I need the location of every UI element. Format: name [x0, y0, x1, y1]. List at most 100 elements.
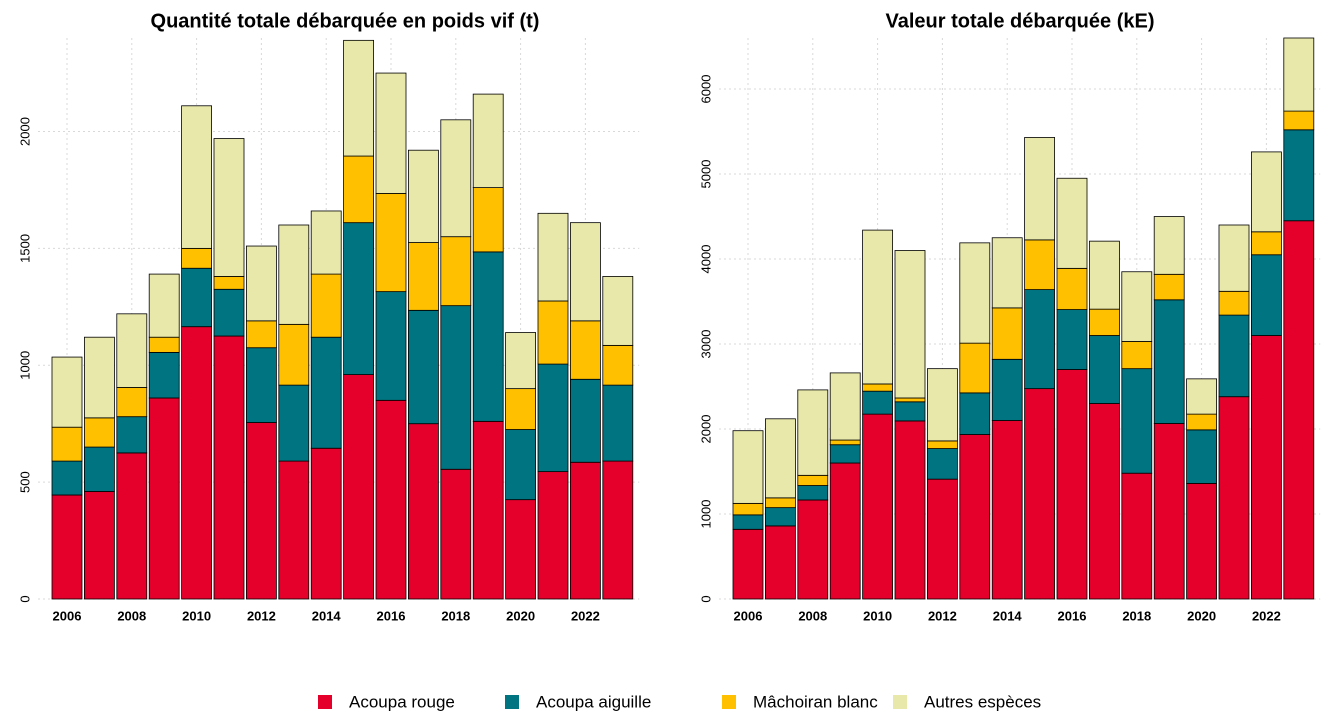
bar-segment — [829, 372, 861, 441]
bar-segment — [765, 418, 796, 499]
bar-segment — [1186, 429, 1217, 484]
bar-segment — [829, 444, 861, 464]
legend-swatch — [318, 695, 332, 709]
bar-segment — [959, 242, 991, 344]
bar-segment — [1121, 271, 1153, 342]
bar-segment — [1056, 267, 1088, 310]
bar-segment — [927, 478, 958, 600]
bar-segment — [797, 499, 829, 600]
bar-segment — [1218, 290, 1250, 316]
bar-segment — [1153, 299, 1185, 424]
y-tick-label: 0 — [17, 595, 32, 602]
bar-segment — [278, 323, 310, 386]
bar-segment — [570, 378, 601, 463]
bar-segment — [959, 392, 991, 435]
bar-segment — [181, 267, 213, 328]
bar-segment — [278, 460, 310, 600]
x-tick-label: 2014 — [993, 608, 1023, 623]
bar-segment — [310, 336, 342, 449]
bar-segment — [1186, 378, 1217, 415]
y-tick-label: 1500 — [17, 234, 32, 263]
bar-segment — [894, 250, 926, 399]
bar-segment — [1251, 254, 1282, 336]
bar-segment — [1056, 309, 1088, 370]
bar-segment — [505, 499, 537, 600]
bar-segment — [991, 420, 1023, 600]
bar-segment — [894, 397, 926, 403]
legend-label: Autres espèces — [924, 692, 1041, 711]
bar-segment — [343, 374, 375, 600]
bar-segment — [894, 420, 926, 600]
y-tick-label: 2000 — [17, 117, 32, 146]
bar-segment — [1283, 129, 1315, 222]
bar-segment — [440, 305, 472, 470]
bar-segment — [343, 222, 375, 376]
bar-segment — [1056, 177, 1088, 269]
x-tick-label: 2012 — [247, 608, 276, 623]
bar-segment — [51, 460, 83, 496]
bar-segment — [84, 336, 115, 419]
bar-segment — [310, 210, 342, 275]
bar-segment — [1153, 273, 1185, 301]
bar-segment — [1218, 224, 1250, 292]
x-tick-label: 2006 — [734, 608, 763, 623]
bar-segment — [148, 273, 180, 338]
bar-segment — [537, 300, 569, 365]
bar-segment — [375, 193, 407, 293]
y-tick-label: 3000 — [698, 330, 713, 359]
bar-segment — [862, 390, 893, 415]
bar-segment — [1089, 240, 1120, 310]
bar-segment — [181, 105, 213, 249]
bar-segment — [343, 155, 375, 224]
bar-segment — [375, 291, 407, 401]
x-tick-label: 2014 — [312, 608, 342, 623]
bar-segment — [84, 446, 115, 492]
chart-title: Valeur totale débarquée (kE) — [886, 10, 1155, 32]
bar-segment — [213, 288, 245, 337]
bar-segment — [765, 497, 796, 509]
bar-segment — [472, 251, 504, 422]
bar-segment — [472, 420, 504, 600]
bar-segment — [181, 326, 213, 600]
bar-segment — [927, 440, 958, 449]
bar-segment — [862, 383, 893, 392]
bar-segment — [505, 429, 537, 501]
y-tick-label: 0 — [698, 595, 713, 602]
bar-segment — [732, 430, 764, 504]
x-tick-label: 2008 — [798, 608, 827, 623]
bar-segment — [375, 72, 407, 194]
bar-segment — [505, 332, 537, 390]
bar-segment — [732, 528, 764, 600]
bar-segment — [245, 245, 277, 322]
bar-segment — [602, 384, 634, 462]
bar-segment — [1283, 220, 1315, 600]
bar-segment — [991, 358, 1023, 421]
bar-segment — [51, 356, 83, 428]
bar-segment — [245, 422, 277, 600]
bar-segment — [245, 347, 277, 423]
bar-segment — [1153, 216, 1185, 275]
bar-segment — [862, 413, 893, 600]
bar-segment — [1121, 341, 1153, 370]
y-tick-label: 2000 — [698, 415, 713, 444]
bar-segment — [51, 426, 83, 462]
bar-segment — [732, 502, 764, 516]
x-tick-label: 2018 — [441, 608, 470, 623]
legend-swatch — [722, 695, 736, 709]
bar-segment — [570, 320, 601, 380]
bar-segment — [116, 416, 148, 454]
y-tick-label: 1000 — [17, 351, 32, 380]
bar-segment — [1121, 472, 1153, 600]
bar-segment — [1024, 239, 1055, 290]
bar-segment — [245, 320, 277, 349]
bar-segment — [927, 448, 958, 480]
bar-segment — [310, 273, 342, 338]
bar-segment — [862, 229, 893, 385]
bar-segment — [1089, 403, 1120, 600]
bar-segment — [602, 276, 634, 346]
x-tick-label: 2012 — [928, 608, 957, 623]
bar-segment — [1024, 289, 1055, 390]
y-tick-label: 5000 — [698, 160, 713, 189]
chart-title: Quantité totale débarquée en poids vif (… — [151, 10, 540, 32]
